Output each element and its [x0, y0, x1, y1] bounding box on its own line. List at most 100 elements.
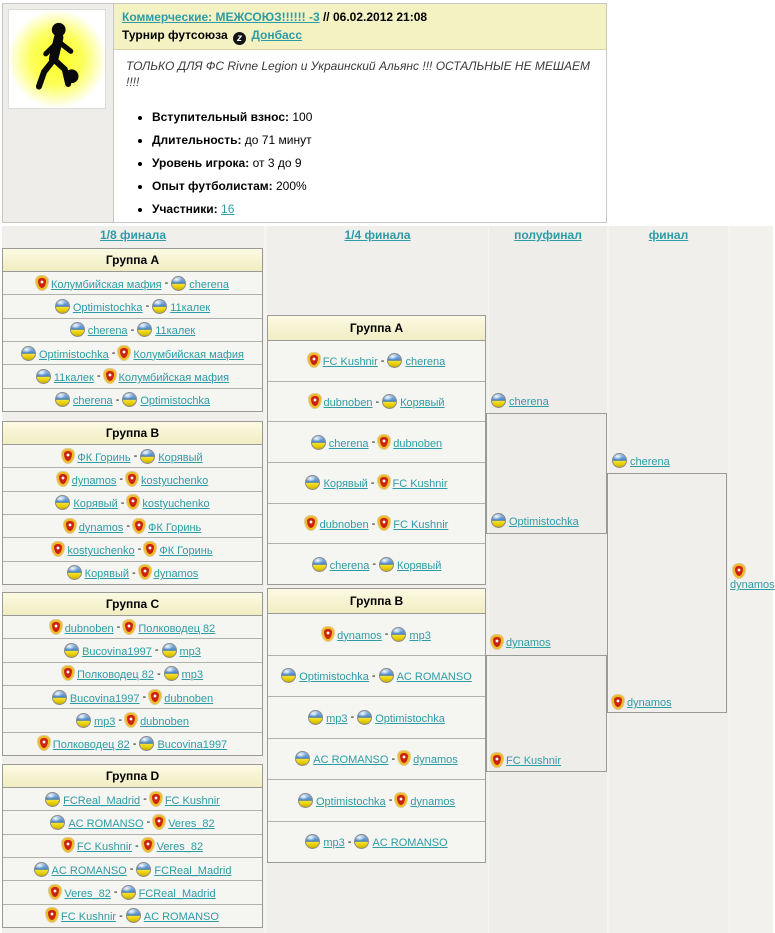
- team-link[interactable]: cherena: [509, 396, 549, 408]
- red-crest-icon: [612, 695, 624, 709]
- team-link[interactable]: Полководец 82: [52, 739, 130, 752]
- team-link[interactable]: FC Kushnir: [164, 794, 220, 807]
- team-link[interactable]: 11калек: [155, 325, 196, 338]
- team-link[interactable]: FC Kushnir: [506, 755, 562, 767]
- detail-label: Длительность:: [152, 133, 242, 147]
- team-link[interactable]: kostyuchenko: [142, 498, 210, 511]
- team-link[interactable]: Корявый: [84, 568, 130, 581]
- team: ФК Горинь: [144, 541, 213, 557]
- team-link[interactable]: FCReal_Madrid: [154, 864, 232, 877]
- round-header-link[interactable]: финал: [648, 228, 689, 242]
- participants-count-link[interactable]: 16: [221, 202, 235, 216]
- vs-separator: -: [146, 816, 151, 829]
- tournament-title-link[interactable]: Коммерческие: МЕЖСОЮЗ!!!!!! -3: [122, 10, 320, 24]
- team-link[interactable]: ФК Горинь: [77, 451, 131, 464]
- team-link[interactable]: Корявый: [397, 559, 442, 572]
- team-link[interactable]: Veres_82: [64, 887, 111, 900]
- team-link[interactable]: cherena: [405, 356, 446, 369]
- team-link[interactable]: mp3: [326, 712, 348, 725]
- team-link[interactable]: Veres_82: [168, 817, 215, 830]
- team-link[interactable]: dynamos: [337, 629, 382, 642]
- red-crest-icon: [103, 368, 116, 383]
- team-link[interactable]: AC ROMANSO: [51, 864, 127, 877]
- team-link[interactable]: AC ROMANSO: [143, 911, 219, 924]
- team-link[interactable]: Optimistochka: [299, 671, 369, 684]
- team-link[interactable]: dynamos: [506, 637, 551, 649]
- team-link[interactable]: Bucovina1997: [157, 739, 228, 752]
- team-link[interactable]: dubnoben: [164, 692, 214, 705]
- ukraine-flag-ball-icon: [295, 751, 311, 767]
- team-link[interactable]: cherena: [72, 395, 113, 408]
- team-link[interactable]: dynamos: [627, 697, 672, 709]
- team-link[interactable]: FC Kushnir: [76, 841, 132, 854]
- team-link[interactable]: AC ROMANSO: [396, 671, 472, 684]
- team-link[interactable]: dynamos: [71, 474, 117, 487]
- team-link[interactable]: mp3: [93, 715, 116, 728]
- team-link[interactable]: mp3: [409, 629, 431, 642]
- team-link[interactable]: Полководец 82: [76, 669, 154, 682]
- team-link[interactable]: dynamos: [78, 521, 124, 534]
- team-link[interactable]: Корявый: [323, 478, 368, 491]
- team-link[interactable]: AC ROMANSO: [372, 837, 448, 850]
- team-link[interactable]: dubnoben: [140, 715, 190, 728]
- team-link[interactable]: cherena: [328, 437, 369, 450]
- team-link[interactable]: AC ROMANSO: [313, 754, 389, 767]
- team-link[interactable]: FCReal_Madrid: [138, 887, 216, 900]
- team-link[interactable]: cherena: [87, 325, 128, 338]
- round-header-link[interactable]: 1/8 финала: [99, 228, 167, 242]
- team-link[interactable]: dynamos: [153, 568, 199, 581]
- team-link[interactable]: Optimistochka: [140, 395, 211, 408]
- team-link[interactable]: dynamos: [410, 795, 455, 808]
- team-link[interactable]: Колумбийская мафия: [133, 348, 244, 361]
- team-link[interactable]: dubnoben: [323, 397, 373, 409]
- team-link[interactable]: cherena: [329, 559, 370, 572]
- round-header-link[interactable]: полуфинал: [514, 228, 582, 242]
- team-link[interactable]: cherena: [630, 456, 670, 468]
- team-link[interactable]: Optimistochka: [39, 348, 109, 361]
- match-row: dubnoben - Полководец 82: [3, 616, 262, 640]
- team-link[interactable]: ФК Горинь: [159, 544, 213, 557]
- team-link[interactable]: mp3: [179, 645, 201, 658]
- team-link[interactable]: dubnoben: [319, 519, 369, 532]
- team-link[interactable]: 11калек: [53, 371, 94, 384]
- team-link[interactable]: Bucovina1997: [69, 692, 140, 705]
- team-link[interactable]: Корявый: [400, 397, 445, 409]
- team-link[interactable]: mp3: [323, 837, 345, 850]
- advancer-label: cherena: [491, 393, 549, 408]
- team-link[interactable]: dubnoben: [393, 437, 443, 450]
- team-link[interactable]: dubnoben: [64, 622, 114, 635]
- team-link[interactable]: Колумбийская мафия: [118, 371, 230, 384]
- team-link[interactable]: FC Kushnir: [61, 911, 117, 924]
- team-link[interactable]: dynamos: [413, 754, 458, 767]
- team-link[interactable]: Optimistochka: [375, 712, 445, 725]
- team-link[interactable]: kostyuchenko: [141, 474, 209, 487]
- detail-label: Вступительный взнос:: [152, 110, 290, 124]
- ukraine-flag-ball-icon: [136, 861, 152, 877]
- team-link[interactable]: Optimistochka: [315, 795, 386, 808]
- ukraine-flag-ball-icon: [120, 884, 136, 900]
- team-link[interactable]: cherena: [189, 278, 230, 291]
- team-link[interactable]: kostyuchenko: [67, 544, 135, 557]
- team-link[interactable]: FCReal_Madrid: [63, 794, 141, 807]
- team-link[interactable]: AC ROMANSO: [68, 817, 144, 830]
- team-link[interactable]: Корявый: [73, 498, 118, 511]
- team-link[interactable]: dynamos: [730, 579, 775, 591]
- team-link[interactable]: FC Kushnir: [393, 519, 449, 532]
- team-link[interactable]: Bucovina1997: [82, 645, 152, 658]
- team-link[interactable]: Корявый: [158, 451, 203, 464]
- group-rows: FC Kushnir - cherena dubnoben - Корявый cheren…: [268, 341, 485, 584]
- team-link[interactable]: 11калек: [170, 301, 211, 314]
- red-crest-icon: [149, 791, 162, 806]
- team-link[interactable]: mp3: [181, 669, 204, 682]
- team-link[interactable]: FC Kushnir: [322, 356, 378, 369]
- team-link[interactable]: Полководец 82: [138, 622, 216, 635]
- team-link[interactable]: Optimistochka: [509, 516, 579, 528]
- team-link[interactable]: ФК Горинь: [148, 521, 202, 534]
- team-link[interactable]: Veres_82: [156, 841, 204, 854]
- team-link[interactable]: Колумбийская мафия: [50, 278, 162, 291]
- round-header-link[interactable]: 1/4 финала: [344, 228, 411, 242]
- team-link[interactable]: FC Kushnir: [392, 478, 448, 491]
- team-link[interactable]: Optimistochka: [72, 301, 143, 314]
- union-link[interactable]: Донбасс: [251, 28, 303, 42]
